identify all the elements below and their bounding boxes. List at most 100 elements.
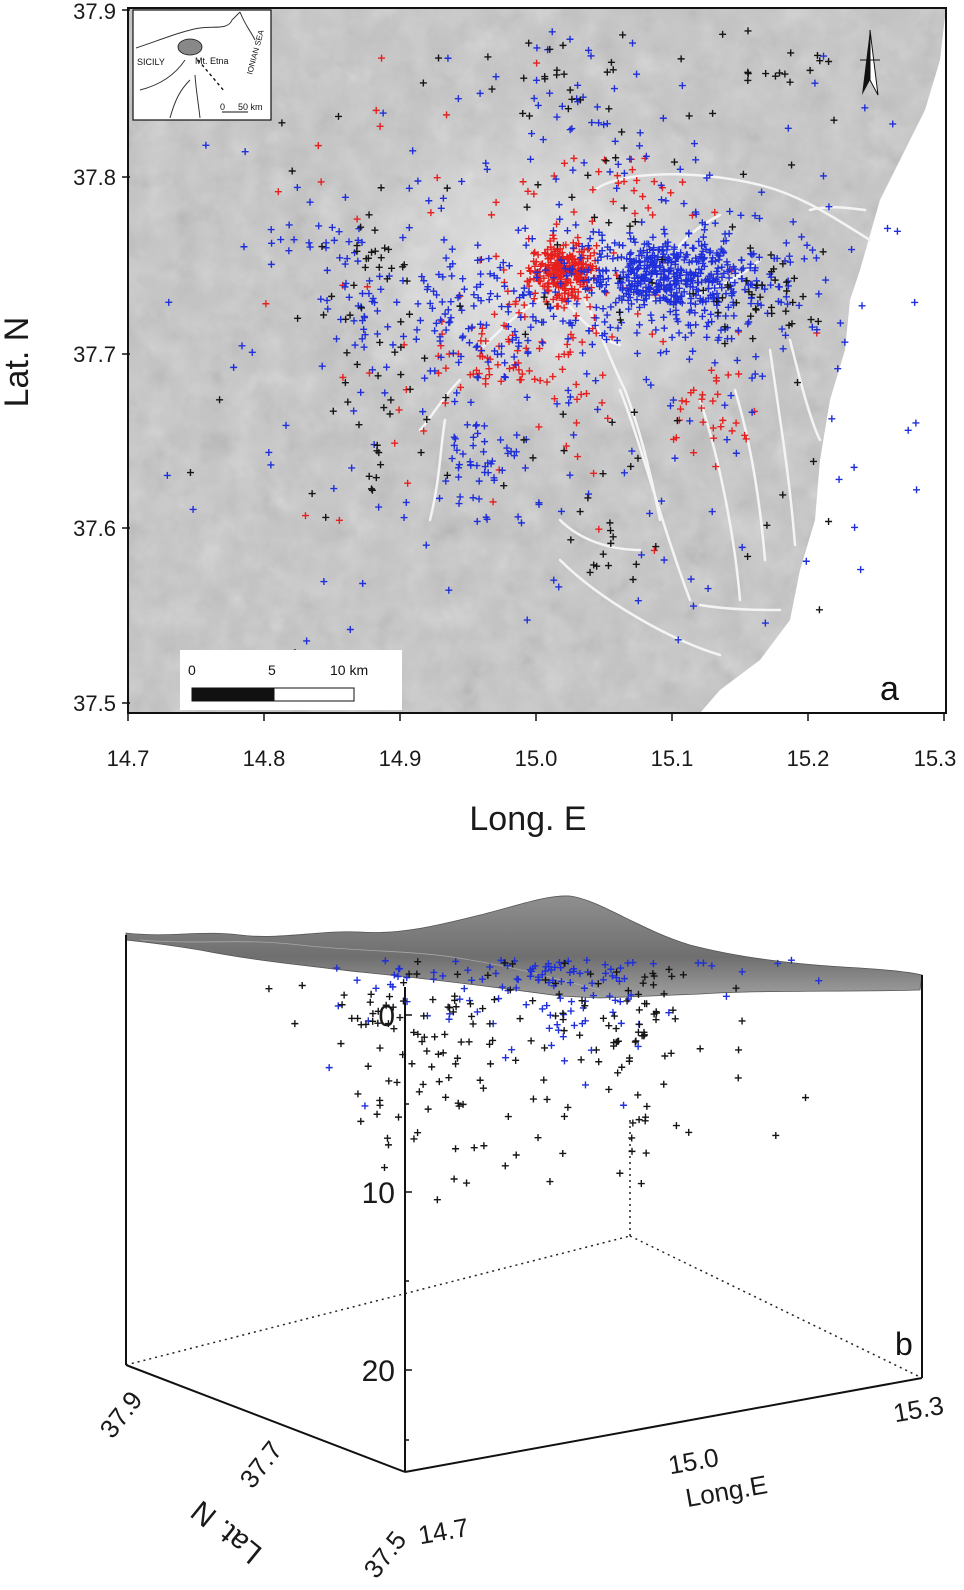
blue-event-map [455, 464, 463, 472]
blue-event-3d [430, 968, 438, 976]
topographic-surface [125, 895, 923, 999]
red-event-map [438, 318, 446, 326]
black-event-3d [380, 1164, 388, 1172]
blue-event-map [661, 230, 669, 238]
blue-event-map [774, 283, 782, 291]
red-event-map [533, 59, 541, 67]
blue-event-3d [617, 964, 625, 972]
red-event-map [531, 289, 539, 297]
blue-event-map [691, 309, 699, 317]
blue-event-map [686, 308, 694, 316]
black-event-map [744, 552, 752, 560]
blue-event-map [607, 303, 615, 311]
black-event-map [627, 462, 635, 470]
blue-event-map [658, 196, 666, 204]
black-event-3d [423, 1047, 431, 1055]
black-event-map [406, 385, 414, 393]
black-event-map [397, 343, 405, 351]
blue-event-map [691, 300, 699, 308]
blue-event-map [711, 359, 719, 367]
blue-event-map [568, 270, 576, 278]
blue-event-map [539, 136, 547, 144]
black-event-3d [512, 1151, 520, 1159]
black-event-map [568, 193, 576, 201]
blue-event-map [477, 255, 485, 263]
blue-event-map [585, 327, 593, 335]
blue-event-map [426, 299, 434, 307]
red-event-map [711, 208, 719, 216]
blue-event-map [712, 275, 720, 283]
black-event-map [328, 292, 336, 300]
blue-event-map [725, 230, 733, 238]
black-event-3d [468, 1012, 476, 1020]
red-event-map [563, 340, 571, 348]
black-event-map [685, 112, 693, 120]
red-event-map [570, 261, 578, 269]
blue-event-map [465, 325, 473, 333]
red-event-map [564, 290, 572, 298]
blue-event-map [857, 566, 865, 574]
blue-event-map [778, 325, 786, 333]
blue-event-map [758, 372, 766, 380]
blue-event-map [624, 263, 632, 271]
blue-event-map [285, 247, 293, 255]
red-event-map [650, 178, 658, 186]
red-event-map [717, 423, 725, 431]
black-event-map [762, 70, 770, 78]
black-event-map [371, 226, 379, 234]
blue-event-3d [452, 957, 460, 965]
black-event-3d [643, 1102, 651, 1110]
blue-event-map [685, 355, 693, 363]
blue-event-map [625, 305, 633, 313]
blue-event-map [430, 287, 438, 295]
red-event-map [575, 248, 583, 256]
blue-event-3d [615, 977, 623, 985]
black-event-3d [679, 971, 687, 979]
blue-event-map [470, 302, 478, 310]
lat-axis-label: Lat. N [185, 1494, 268, 1570]
blue-event-map [692, 321, 700, 329]
blue-event-map [322, 239, 330, 247]
blue-event-map [510, 287, 518, 295]
blue-event-map [724, 303, 732, 311]
blue-event-map [573, 300, 581, 308]
black-event-3d [516, 1015, 524, 1023]
blue-event-map [756, 214, 764, 222]
blue-event-map [588, 341, 596, 349]
blue-event-map [320, 578, 328, 586]
blue-event-map [482, 159, 490, 167]
blue-event-map [687, 299, 695, 307]
black-event-3d [384, 1141, 392, 1149]
blue-event-map [563, 227, 571, 235]
blue-event-map [414, 300, 422, 308]
blue-event-map [553, 400, 561, 408]
blue-event-map [473, 342, 481, 350]
black-event-3d [541, 1044, 549, 1052]
blue-event-map [442, 326, 450, 334]
blue-event-map [399, 234, 407, 242]
black-event-map [403, 277, 411, 285]
blue-event-map [290, 236, 298, 244]
black-event-3d [631, 1038, 639, 1046]
blue-event-map [354, 236, 362, 244]
black-event-3d [444, 1003, 452, 1011]
blue-event-3d [620, 975, 628, 983]
blue-event-map [444, 306, 452, 314]
blue-event-3d [545, 1024, 553, 1032]
blue-event-map [517, 313, 525, 321]
black-event-map [423, 416, 431, 424]
blue-event-3d [386, 981, 394, 989]
black-event-3d [624, 987, 632, 995]
black-event-map [629, 575, 637, 583]
blue-event-map [448, 245, 456, 253]
red-event-map [699, 418, 707, 426]
blue-event-map [738, 275, 746, 283]
blue-event-map [597, 278, 605, 286]
blue-event-map [474, 429, 482, 437]
blue-event-map [732, 449, 740, 457]
blue-event-map [631, 238, 639, 246]
black-event-map [421, 354, 429, 362]
black-event-map [443, 184, 451, 192]
black-event-map [602, 157, 610, 165]
red-event-map [573, 419, 581, 427]
